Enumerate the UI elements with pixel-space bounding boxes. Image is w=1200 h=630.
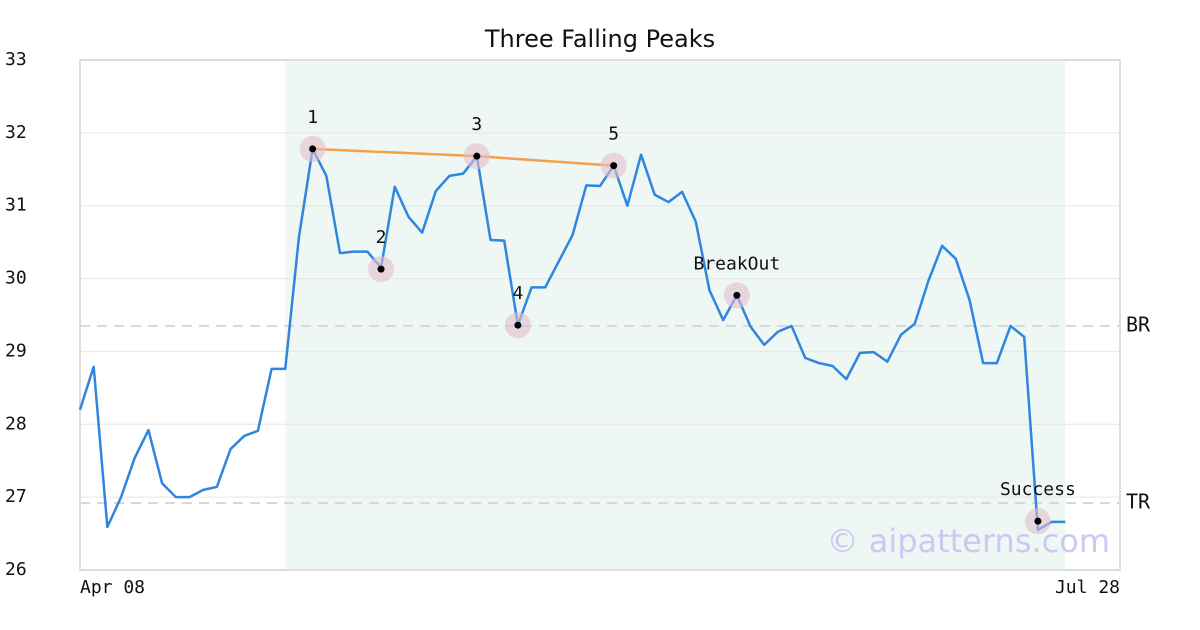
x-tick-label: Jul 28	[1055, 577, 1120, 598]
watermark: © aipatterns.com	[827, 522, 1110, 560]
marker-dot	[733, 291, 741, 299]
annotation-label: 3	[471, 114, 482, 135]
y-tick-label: 30	[5, 268, 27, 289]
marker-dot	[514, 321, 522, 329]
annotation-label: BreakOut	[693, 253, 780, 274]
annotation-label: Success	[1000, 479, 1076, 500]
price-line	[78, 147, 1066, 532]
chart-title: Three Falling Peaks	[484, 25, 715, 53]
x-tick-label: Apr 08	[80, 577, 145, 598]
y-tick-label: 27	[5, 486, 27, 507]
marker-dot	[473, 152, 481, 160]
annotation-label: 2	[376, 227, 387, 248]
marker-dot	[1034, 517, 1042, 525]
marker-dot	[377, 265, 385, 273]
level-label: BR	[1126, 312, 1151, 336]
annotation-label: 4	[512, 283, 523, 304]
y-tick-label: 32	[5, 122, 27, 143]
y-tick-label: 33	[5, 49, 27, 70]
y-tick-label: 26	[5, 559, 27, 580]
y-tick-label: 28	[5, 413, 27, 434]
marker-dot	[610, 162, 618, 170]
marker-dot	[309, 145, 317, 153]
annotation-label: 1	[307, 107, 318, 128]
y-tick-label: 31	[5, 195, 27, 216]
level-label: TR	[1126, 489, 1151, 513]
highlight-band	[285, 60, 1066, 570]
annotation-label: 5	[608, 124, 619, 145]
plot-frame	[79, 59, 1121, 571]
y-tick-label: 29	[5, 340, 27, 361]
